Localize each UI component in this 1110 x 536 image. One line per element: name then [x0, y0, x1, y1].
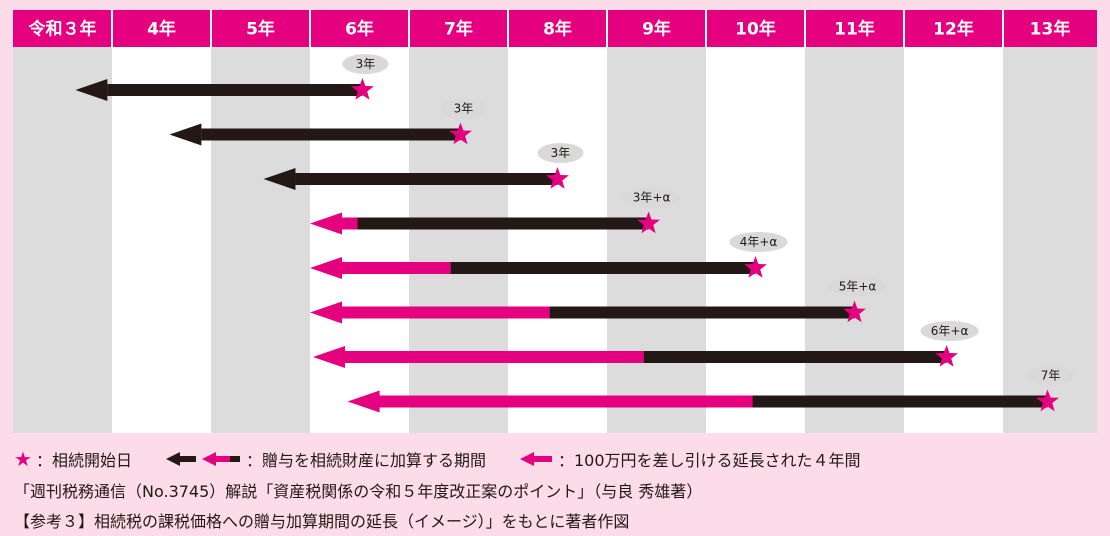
column-band: [112, 47, 211, 433]
timeline-diagram: 令和３年 4年 5年 6年 7年 8年 9年 10年 11年 12年 13年 3年 3年 3年 3年+α 4…: [13, 10, 1097, 433]
period-row: 7年: [347, 365, 1074, 413]
period-label: 3年: [551, 146, 571, 160]
gift-period-shaft: [450, 262, 756, 274]
arrow-head: [75, 79, 108, 101]
star-icon: [546, 167, 569, 189]
year-header-cell: [706, 10, 805, 47]
column-band: [508, 47, 607, 433]
year-header-cell: [112, 10, 211, 47]
extension-arrow-icon: [519, 452, 552, 466]
period-rows: 3年 3年 3年 3年+α 4年+α 5年+α 6年+α 7年: [75, 54, 1074, 413]
year-header-label: 7年: [444, 19, 473, 40]
gift-period-shaft: [107, 84, 363, 96]
arrow-head: [263, 168, 296, 190]
column-band: [607, 47, 706, 433]
year-header-cell: [904, 10, 1003, 47]
legend-start-label: ：相続開始日: [35, 451, 132, 470]
column-band: [310, 47, 409, 433]
period-row: 3年: [263, 143, 584, 190]
extension-period-shaft: [341, 262, 451, 274]
extension-period-shaft: [343, 351, 644, 363]
year-header-label: 9年: [642, 19, 671, 40]
period-row: 5年+α: [310, 276, 887, 324]
star-icon: ★: [14, 447, 32, 471]
arrow-head: [310, 257, 342, 279]
extension-period-shaft: [341, 217, 358, 230]
period-label-oval: [729, 232, 788, 252]
period-label: 3年+α: [633, 191, 671, 205]
year-header-label: 4年: [147, 19, 176, 40]
year-header-label: 12年: [933, 19, 974, 40]
column-band: [13, 47, 112, 433]
gift-period-shaft: [752, 395, 1048, 408]
arrow-head: [347, 390, 380, 413]
gift-period-arrow-icon: [165, 452, 240, 466]
year-header-cell: [607, 10, 706, 47]
year-header-cell: [13, 10, 112, 47]
figure-caption: 【参考３】相続税の課税価格への贈与加算期間の延長（イメージ）」をもとに著者作図: [14, 512, 630, 531]
period-label-oval: [342, 54, 389, 74]
year-header-label: 令和３年: [29, 19, 97, 40]
arrow-head: [169, 123, 202, 146]
legend-start-item: ★ ：相続開始日: [14, 447, 132, 471]
year-header-label: 11年: [834, 19, 875, 40]
arrow-head: [312, 346, 345, 368]
period-row: 4年+α: [310, 232, 788, 279]
period-row: 3年: [169, 98, 487, 146]
column-band: [805, 47, 904, 433]
star-icon: [351, 78, 374, 100]
legend-extension-item: ：100万円を差し引ける延長された４年間: [519, 447, 861, 471]
gift-period-shaft: [201, 128, 461, 141]
arrow-head: [310, 301, 342, 324]
gift-period-shaft: [643, 351, 947, 363]
period-label: 7年: [1041, 369, 1061, 383]
period-row: 6年+α: [312, 321, 979, 368]
period-row: 3年+α: [310, 187, 681, 235]
column-band: [211, 47, 310, 433]
gift-period-shaft: [357, 217, 649, 230]
year-header-label: 13年: [1030, 19, 1071, 40]
star-icon: [637, 211, 660, 234]
year-header-cell: [310, 10, 409, 47]
period-label: 6年+α: [931, 324, 969, 338]
star-icon: [843, 300, 866, 323]
period-label: 3年: [356, 57, 376, 71]
extension-period-shaft: [378, 395, 753, 408]
extension-period-shaft: [341, 306, 550, 319]
gift-period-shaft: [549, 306, 855, 319]
period-label-oval: [440, 98, 487, 119]
year-column-bands: [13, 47, 1097, 433]
legend-gift-item: ：贈与を相続財産に加算する期間: [165, 447, 486, 471]
period-label: 5年+α: [839, 280, 877, 294]
period-row: 3年: [75, 54, 389, 101]
year-header-cell: [211, 10, 310, 47]
year-header-cell: [1003, 10, 1097, 47]
legend: ★ ：相続開始日 ：贈与を相続財産に加算する期間 ：100万円を差し引ける延長さ…: [14, 446, 895, 472]
year-header-cell: [508, 10, 607, 47]
period-label-oval: [920, 321, 979, 341]
year-header-cell: [409, 10, 508, 47]
arrow-head: [310, 212, 342, 235]
period-label: 3年: [454, 102, 474, 116]
legend-gift-label: ：贈与を相続財産に加算する期間: [245, 451, 486, 470]
column-band: [904, 47, 1003, 433]
gift-period-shaft: [295, 173, 558, 185]
source-citation: 「週刊税務通信（No.3745）解説「資産税関係の令和５年度改正案のポイント」（…: [14, 482, 703, 501]
star-icon: [935, 345, 958, 367]
period-label-oval: [828, 276, 887, 297]
period-label-oval: [537, 143, 584, 163]
year-header-cell: [805, 10, 904, 47]
star-icon: [449, 122, 472, 145]
star-icon: [1036, 389, 1059, 412]
year-header-label: 8年: [543, 19, 572, 40]
star-icon: [744, 256, 767, 278]
year-header-label: 5年: [246, 19, 275, 40]
legend-extension-label: ：100万円を差し引ける延長された４年間: [557, 451, 861, 470]
period-label-oval: [1027, 365, 1074, 386]
year-header-label: 6年: [345, 19, 374, 40]
year-header-label: 10年: [735, 19, 776, 40]
period-label: 4年+α: [740, 235, 778, 249]
year-header-row: 令和３年 4年 5年 6年 7年 8年 9年 10年 11年 12年 13年: [13, 10, 1097, 47]
period-label-oval: [622, 187, 681, 208]
